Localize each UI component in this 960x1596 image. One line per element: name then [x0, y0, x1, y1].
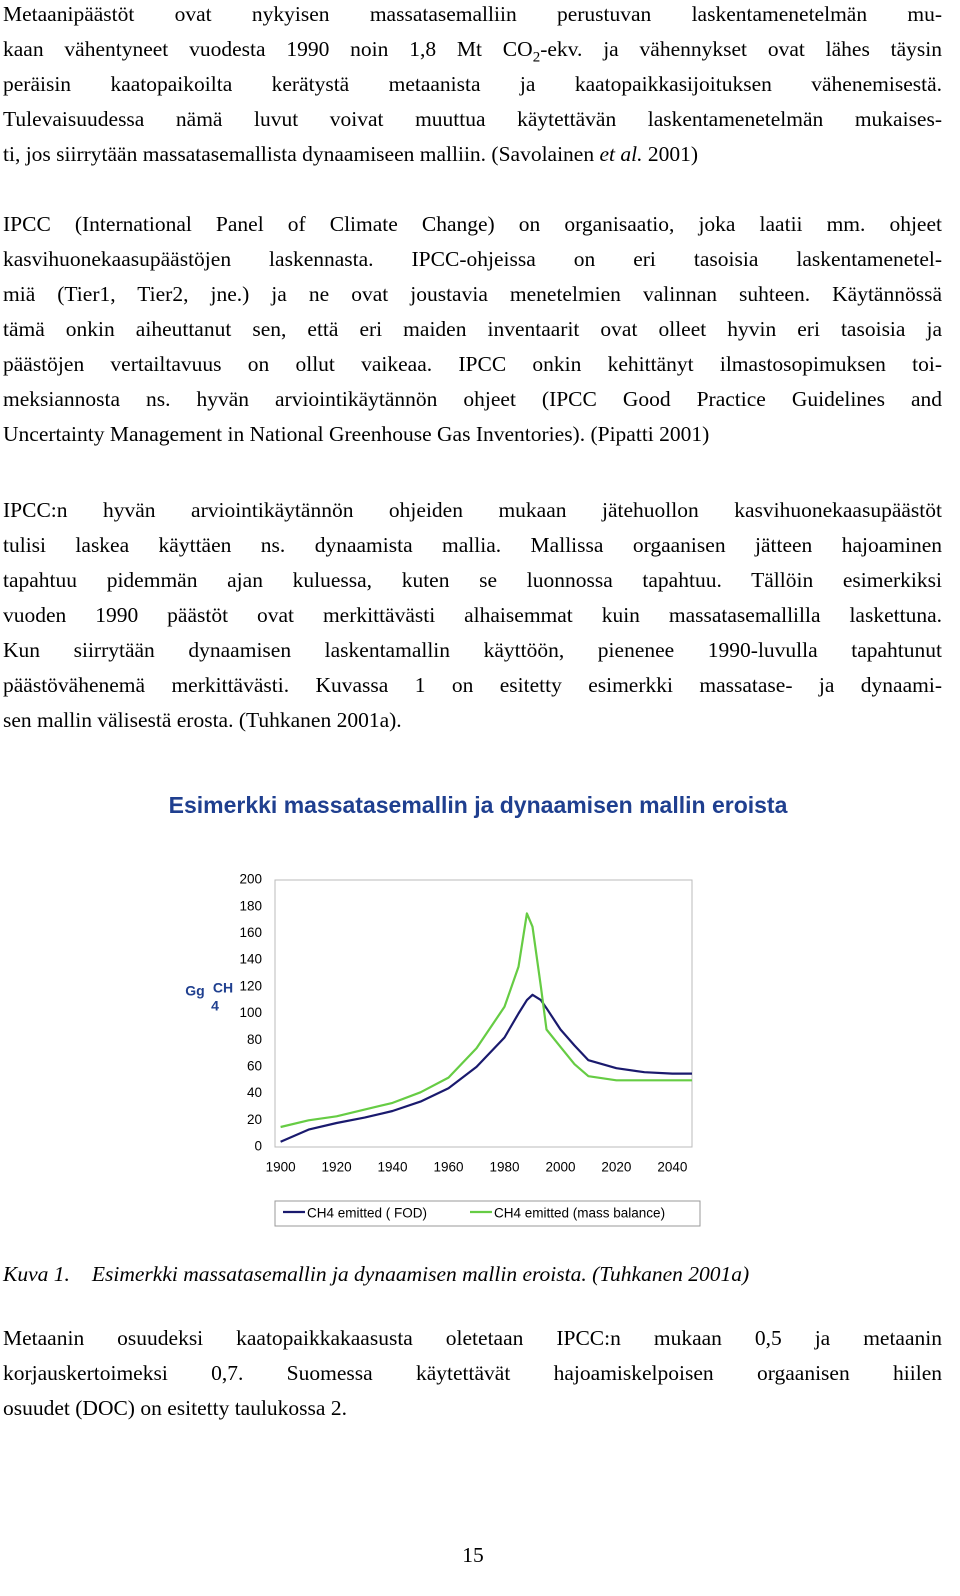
series-line — [280, 912, 692, 1129]
text-line: IPCC:n hyvän arviointikäytännön ohjeiden… — [3, 498, 942, 522]
y-tick-label: 120 — [239, 978, 262, 993]
text-line: päästöjen vertailtavuus on ollut vaikeaa… — [3, 352, 942, 376]
text-line: Kun siirrytään dynaamisen laskentamallin… — [3, 638, 942, 662]
y-axis-label: 4 — [211, 998, 219, 1014]
y-tick-label: 60 — [247, 1058, 262, 1073]
paragraph: Metaanin osuudeksi kaatopaikkakaasusta o… — [3, 1321, 942, 1426]
chart-title: Esimerkki massatasemallin ja dynaamisen … — [169, 792, 788, 818]
series-line — [280, 993, 692, 1143]
legend-label: CH4 emitted (mass balance) — [494, 1206, 665, 1221]
x-tick-label: 2000 — [545, 1160, 575, 1175]
x-tick-label: 2020 — [601, 1160, 631, 1175]
paragraph: Metaanipäästöt ovat nykyisen massatasema… — [3, 0, 942, 172]
caption-label: Kuva 1. — [3, 1262, 70, 1286]
text-line: Metaanipäästöt ovat nykyisen massatasema… — [3, 2, 942, 26]
x-tick-label: 1980 — [489, 1160, 519, 1175]
text-line: sen mallin välisestä erosta. (Tuhkanen 2… — [3, 708, 402, 732]
text-line: osuudet (DOC) on esitetty taulukossa 2. — [3, 1396, 347, 1420]
text-line: meksiannosta ns. hyvän arviointikäytännö… — [3, 387, 942, 411]
text-line: kaan vähentyneet vuodesta 1990 noin 1,8 … — [3, 32, 942, 67]
paragraph: IPCC:n hyvän arviointikäytännön ohjeiden… — [3, 493, 942, 738]
text-line: miä (Tier1, Tier2, jne.) ja ne ovat jous… — [3, 282, 942, 306]
text-line: Uncertainty Management in National Green… — [3, 422, 710, 446]
chart: Esimerkki massatasemallin ja dynaamisen … — [169, 792, 788, 1227]
caption: Kuva 1. Esimerkki massatasemallin ja dyna… — [3, 1262, 749, 1287]
emphasis: et al. — [599, 142, 643, 166]
y-tick-label: 100 — [239, 1005, 262, 1020]
y-tick-label: 180 — [239, 898, 262, 913]
y-tick-label: 200 — [239, 872, 262, 887]
x-tick-label: 1920 — [322, 1160, 352, 1175]
y-tick-label: 40 — [247, 1085, 262, 1100]
text-line: tapahtuu pidemmän ajan kuluessa, kuten s… — [3, 568, 942, 592]
y-tick-label: 0 — [254, 1139, 262, 1154]
x-tick-label: 1900 — [266, 1160, 296, 1175]
x-tick-label: 1960 — [433, 1160, 463, 1175]
text: kaan vähentyneet vuodesta 1990 noin 1,8 … — [3, 37, 533, 61]
text-line: ti, jos siirrytään massatasemallista dyn… — [3, 137, 942, 172]
legend — [274, 1200, 701, 1227]
text: ti, jos siirrytään massatasemallista dyn… — [3, 142, 600, 166]
page-number: 15 — [462, 1543, 484, 1567]
paragraph: IPCC (International Panel of Climate Cha… — [3, 207, 942, 452]
x-tick-label: 2040 — [657, 1160, 687, 1175]
y-axis-label: CH — [213, 980, 233, 996]
text-line: päästövähenemä merkittävästi. Kuvassa 1 … — [3, 673, 942, 697]
plot-area — [274, 879, 693, 1148]
y-tick-label: 140 — [239, 952, 262, 967]
legend-label: CH4 emitted ( FOD) — [307, 1206, 427, 1221]
subscript: 2 — [532, 49, 541, 66]
y-axis-label: Gg — [185, 983, 204, 999]
y-tick-label: 160 — [239, 925, 262, 940]
y-tick-label: 80 — [247, 1032, 262, 1047]
y-tick-label: 20 — [247, 1112, 262, 1127]
text-line: tämä onkin aiheuttanut sen, että eri mai… — [3, 317, 942, 341]
caption-text: Esimerkki massatasemallin ja dynaamisen … — [91, 1262, 750, 1286]
text-line: korjauskertoimeksi 0,7. Suomessa käytett… — [3, 1361, 942, 1385]
x-tick-label: 1940 — [378, 1160, 408, 1175]
text-line: tulisi laskea käyttäen ns. dynaamista ma… — [3, 533, 942, 557]
text-line: Metaanin osuudeksi kaatopaikkakaasusta o… — [3, 1326, 942, 1350]
text-line: vuoden 1990 päästöt ovat merkittävästi a… — [3, 603, 942, 627]
text-line: Tulevaisuudessa nämä luvut voivat muuttu… — [3, 107, 942, 131]
text-line: peräisin kaatopaikoilta kerätystä metaan… — [3, 72, 942, 96]
text-line: kasvihuonekaasupäästöjen laskennasta. IP… — [3, 247, 942, 271]
text-line: IPCC (International Panel of Climate Cha… — [3, 212, 942, 236]
text: -ekv. ja vähennykset ovat lähes täysin — [540, 37, 943, 61]
text: 2001) — [642, 142, 699, 166]
